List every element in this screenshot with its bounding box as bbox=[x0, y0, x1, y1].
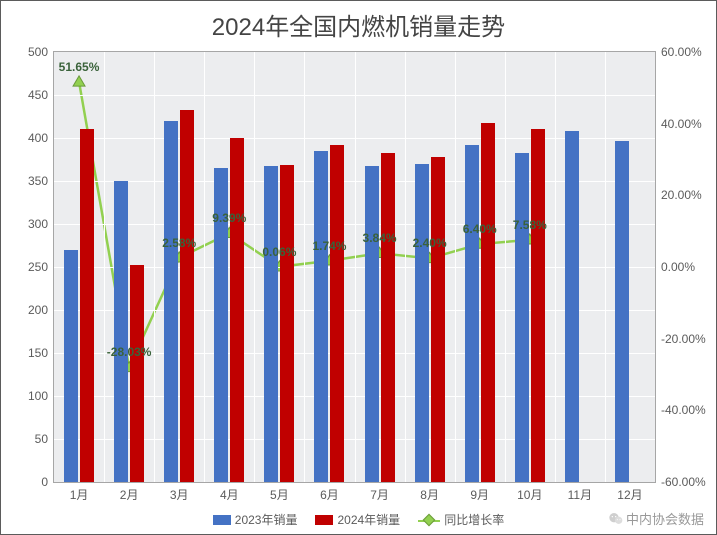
y-left-tick: 50 bbox=[35, 432, 54, 446]
y-right-tick: 40.00% bbox=[655, 117, 702, 131]
y-left-tick: 450 bbox=[28, 88, 54, 102]
legend-item-growth: 同比增长率 bbox=[418, 511, 504, 528]
legend-swatch-2023 bbox=[213, 515, 231, 525]
legend-item-2023: 2023年销量 bbox=[213, 511, 298, 528]
wechat-icon bbox=[608, 511, 624, 527]
watermark: 中内协会数据 bbox=[608, 509, 704, 528]
bar-2024 bbox=[381, 153, 395, 482]
bar-2024 bbox=[280, 165, 294, 482]
x-tick: 5月 bbox=[270, 482, 289, 503]
bar-2023 bbox=[415, 164, 429, 482]
y-left-tick: 400 bbox=[28, 131, 54, 145]
x-tick: 4月 bbox=[220, 482, 239, 503]
x-tick: 6月 bbox=[320, 482, 339, 503]
legend-label-2024: 2024年销量 bbox=[337, 511, 400, 528]
bar-2023 bbox=[515, 153, 529, 482]
y-left-tick: 300 bbox=[28, 217, 54, 231]
x-tick: 1月 bbox=[70, 482, 89, 503]
growth-datalabel: 2.58% bbox=[162, 236, 196, 250]
x-tick: 10月 bbox=[517, 482, 542, 503]
watermark-text: 中内协会数据 bbox=[626, 512, 704, 527]
x-tick: 2月 bbox=[120, 482, 139, 503]
growth-datalabel: -28.03% bbox=[107, 345, 152, 359]
bar-2023 bbox=[314, 151, 328, 482]
x-tick: 8月 bbox=[420, 482, 439, 503]
y-right-tick: 20.00% bbox=[655, 188, 702, 202]
y-left-tick: 250 bbox=[28, 260, 54, 274]
bar-2023 bbox=[565, 131, 579, 482]
growth-datalabel: 0.06% bbox=[262, 245, 296, 259]
y-left-tick: 100 bbox=[28, 389, 54, 403]
bar-2023 bbox=[615, 141, 629, 482]
x-tick: 9月 bbox=[470, 482, 489, 503]
growth-datalabel: 7.58% bbox=[513, 218, 547, 232]
bar-2023 bbox=[64, 250, 78, 482]
bar-2024 bbox=[330, 145, 344, 482]
bar-2024 bbox=[130, 265, 144, 482]
bar-2023 bbox=[114, 181, 128, 482]
y-right-tick: -40.00% bbox=[655, 403, 706, 417]
chart-container: 2024年全国内燃机销量走势 0501001502002503003504004… bbox=[0, 0, 717, 535]
bar-2024 bbox=[431, 157, 445, 482]
x-tick: 12月 bbox=[617, 482, 642, 503]
growth-datalabel: 2.40% bbox=[413, 236, 447, 250]
y-right-tick: 0.00% bbox=[655, 260, 695, 274]
growth-datalabel: 3.84% bbox=[363, 231, 397, 245]
legend-label-2023: 2023年销量 bbox=[235, 511, 298, 528]
y-right-tick: -60.00% bbox=[655, 475, 706, 489]
bar-2024 bbox=[531, 129, 545, 482]
bar-2024 bbox=[481, 123, 495, 482]
bar-2023 bbox=[264, 166, 278, 482]
y-left-tick: 500 bbox=[28, 45, 54, 59]
bar-2024 bbox=[230, 138, 244, 482]
y-left-tick: 150 bbox=[28, 346, 54, 360]
x-tick: 3月 bbox=[170, 482, 189, 503]
legend-swatch-growth bbox=[418, 514, 440, 526]
y-right-tick: -20.00% bbox=[655, 332, 706, 346]
chart-title: 2024年全国内燃机销量走势 bbox=[1, 7, 716, 42]
bar-2023 bbox=[365, 166, 379, 482]
growth-datalabel: 9.39% bbox=[212, 211, 246, 225]
bar-2024 bbox=[180, 110, 194, 482]
bar-2023 bbox=[465, 145, 479, 482]
legend-swatch-2024 bbox=[315, 515, 333, 525]
bar-2024 bbox=[80, 129, 94, 482]
y-left-tick: 350 bbox=[28, 174, 54, 188]
x-tick: 11月 bbox=[568, 482, 592, 503]
plot-area: 050100150200250300350400450500-60.00%-40… bbox=[53, 51, 656, 483]
growth-datalabel: 6.40% bbox=[463, 222, 497, 236]
y-right-tick: 60.00% bbox=[655, 45, 702, 59]
x-tick: 7月 bbox=[370, 482, 389, 503]
growth-datalabel: 51.65% bbox=[59, 60, 100, 74]
bar-2023 bbox=[164, 121, 178, 482]
growth-datalabel: 1.74% bbox=[312, 239, 346, 253]
legend-label-growth: 同比增长率 bbox=[444, 511, 504, 528]
y-left-tick: 200 bbox=[28, 303, 54, 317]
legend-item-2024: 2024年销量 bbox=[315, 511, 400, 528]
y-left-tick: 0 bbox=[41, 475, 54, 489]
